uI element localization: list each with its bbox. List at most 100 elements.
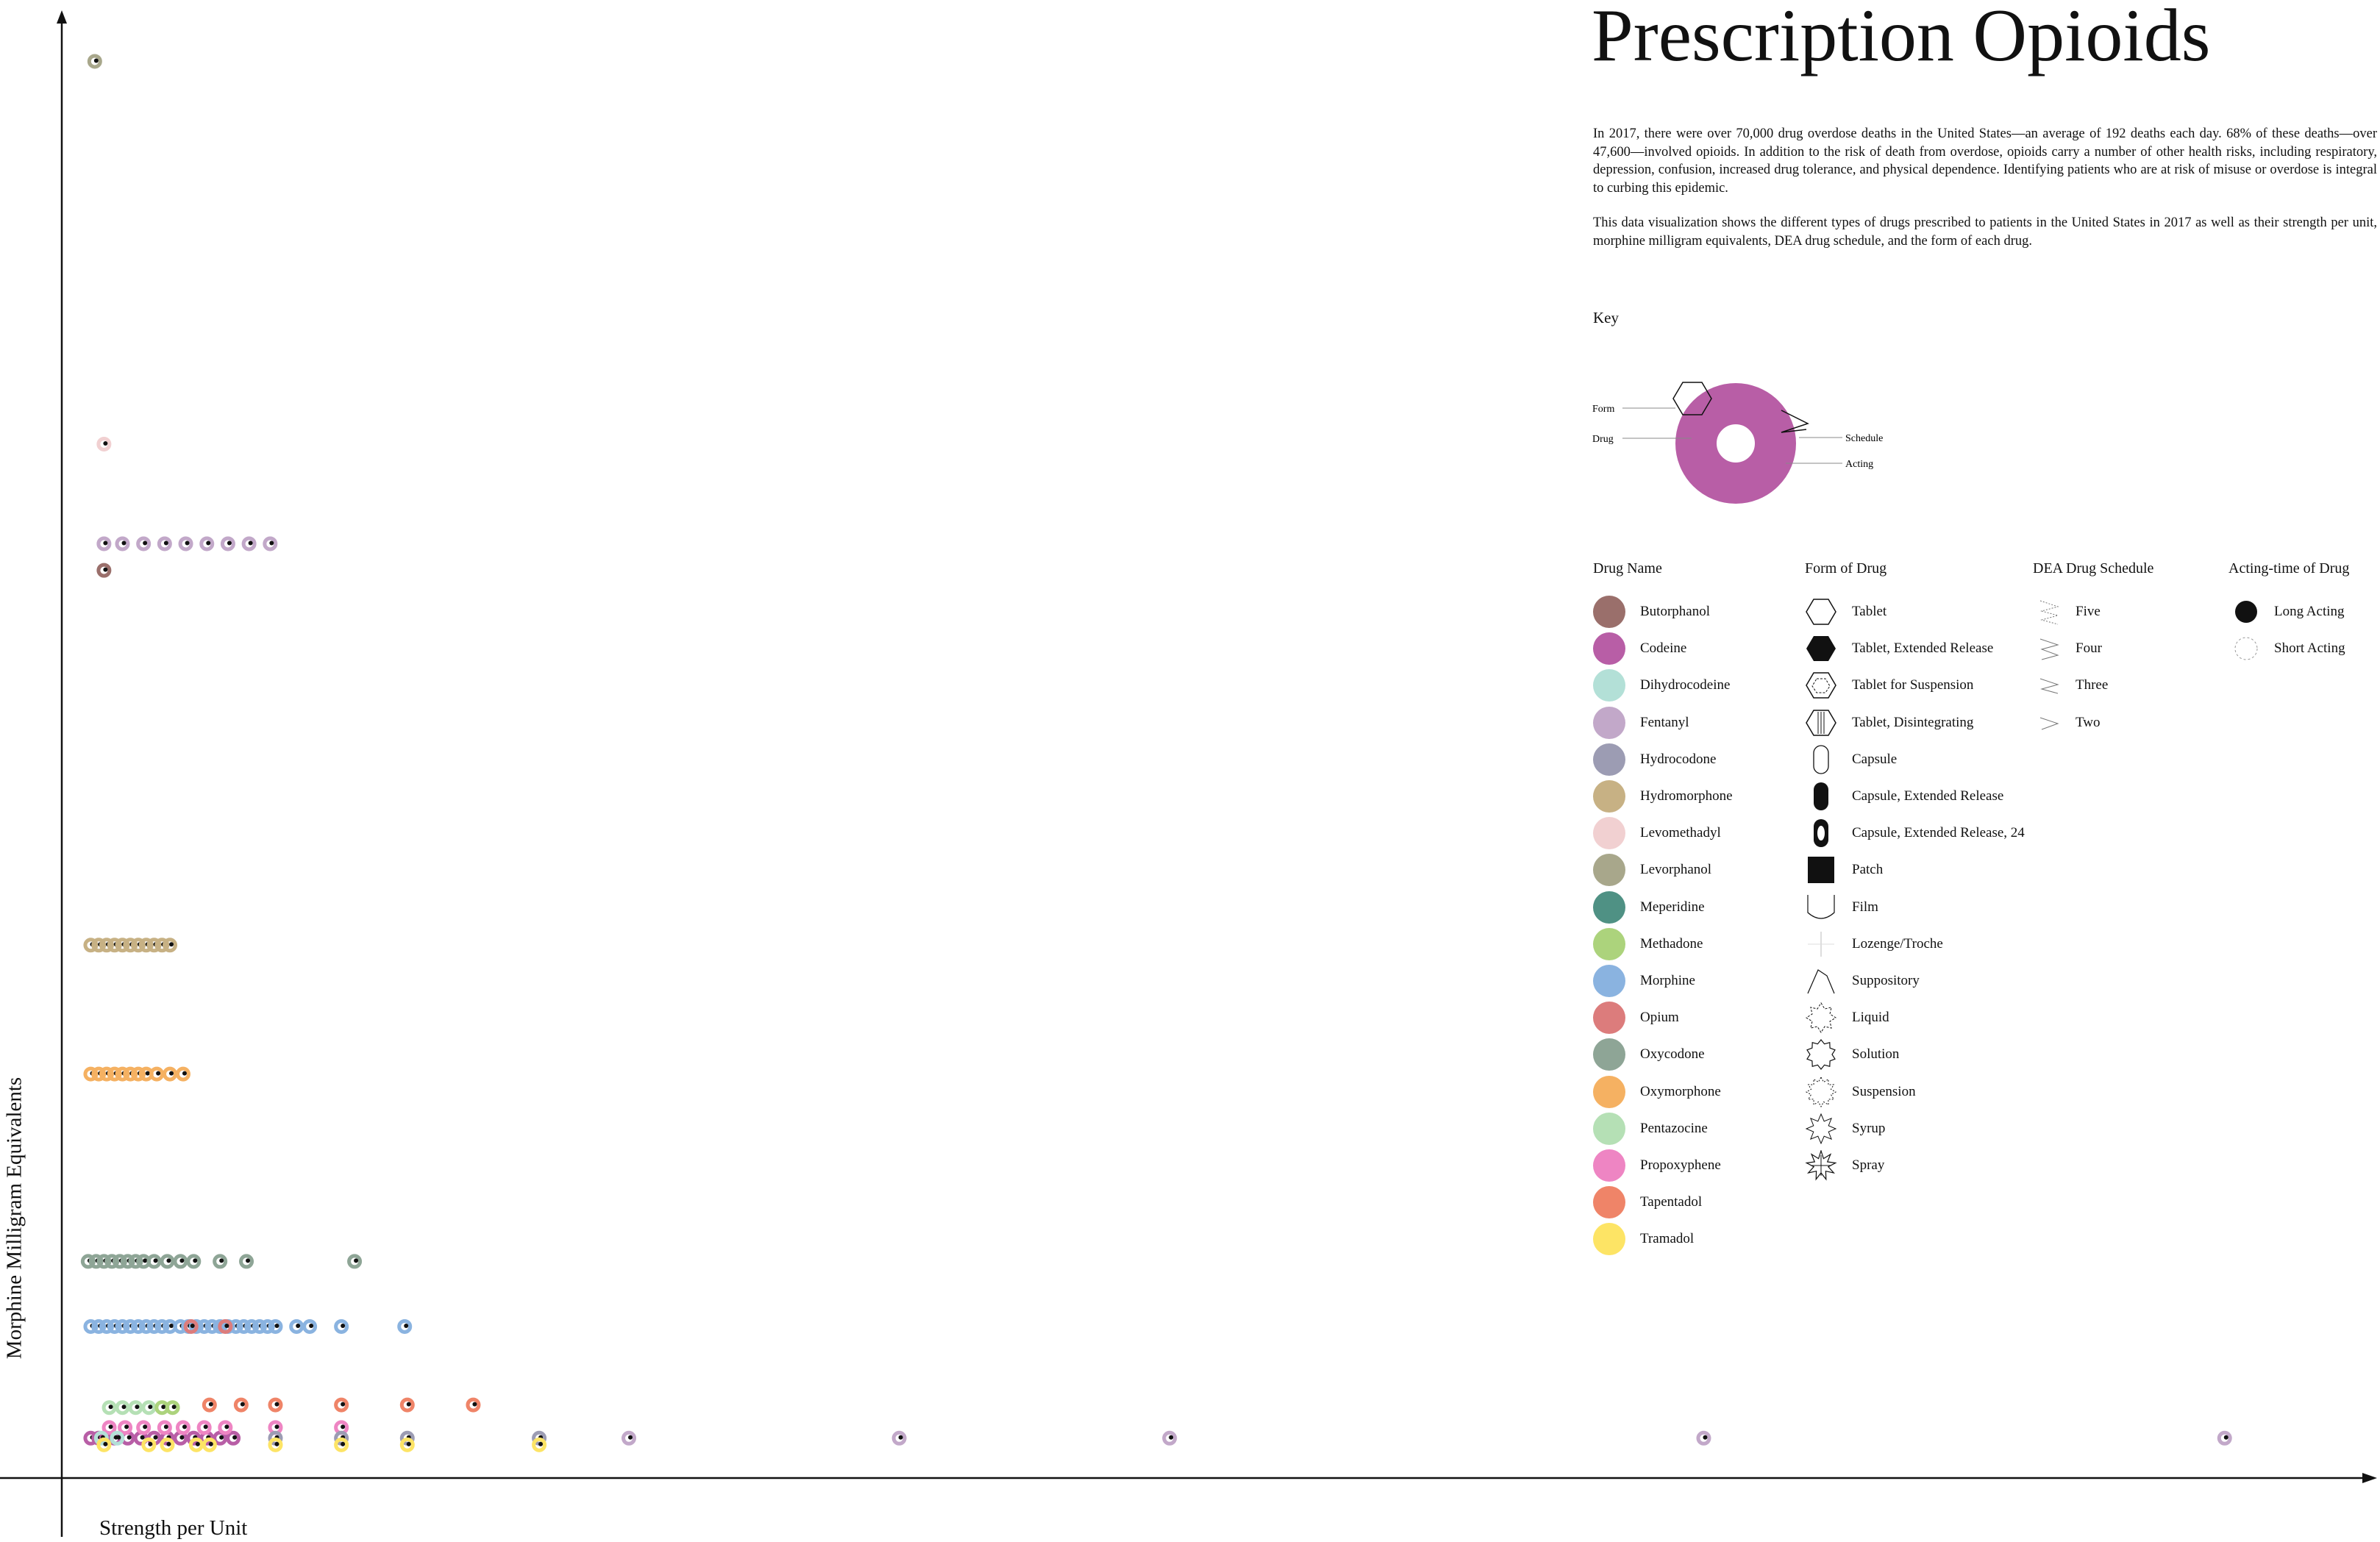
drug-swatch-propoxyphene xyxy=(1593,1149,1625,1182)
legend-form-13: Suspension xyxy=(1805,1076,1916,1107)
data-point-tapentadol-0 xyxy=(202,1397,217,1413)
legend-form-0: Tablet xyxy=(1805,597,1886,627)
data-point-propoxyphene-4 xyxy=(175,1420,190,1435)
legend-drug-tapentadol-label: Tapentadol xyxy=(1640,1194,1703,1210)
data-point-oxycodone-11 xyxy=(186,1254,202,1269)
legend-schedule-two: Two xyxy=(2037,708,2101,738)
legend-schedule-five-label: Five xyxy=(2076,604,2101,619)
film-icon xyxy=(1807,894,1835,919)
legend-acting-0: Long Acting xyxy=(2233,597,2345,627)
data-point-oxycodone-9 xyxy=(160,1254,175,1269)
legend-form-8: Film xyxy=(1805,893,1878,922)
data-point-butorphanol-0 xyxy=(96,563,112,578)
suppository-icon xyxy=(1807,969,1835,994)
legend-drug-morphine: Morphine xyxy=(1593,965,1695,997)
drug-swatch-levomethadyl xyxy=(1593,817,1625,850)
data-point-propoxyphene-2 xyxy=(136,1420,152,1435)
legend-acting-header: Acting-time of Drug xyxy=(2228,560,2350,577)
data-point-fentanyl-9 xyxy=(621,1430,637,1446)
legend-drug-oxymorphone: Oxymorphone xyxy=(1593,1075,1721,1108)
y-axis-arrow xyxy=(57,10,67,24)
legend-form-10-label: Suppository xyxy=(1852,973,1920,988)
data-point-oxymorphone-8 xyxy=(149,1066,165,1082)
legend-form-5: Capsule, Extended Release xyxy=(1805,782,2003,811)
x-axis-label: Strength per Unit xyxy=(99,1516,248,1540)
data-point-fentanyl-4 xyxy=(178,536,193,552)
data-point-pentazocine-0 xyxy=(101,1400,117,1416)
drug-swatch-opium xyxy=(1593,1002,1625,1035)
data-point-pentazocine-3 xyxy=(141,1400,157,1416)
legend-drug-meperidine-label: Meperidine xyxy=(1640,899,1705,915)
capsule-filled-icon xyxy=(1814,782,1828,810)
data-point-tramadol-6 xyxy=(334,1437,349,1452)
hexagon-outline-icon xyxy=(1672,382,1712,415)
legend-drug-opium-label: Opium xyxy=(1640,1010,1679,1026)
legend-form-15-label: Spray xyxy=(1852,1157,1885,1173)
star-suspension-icon xyxy=(1805,1076,1837,1107)
legend-drug-oxymorphone-label: Oxymorphone xyxy=(1640,1083,1721,1099)
legend-acting-0-label: Long Acting xyxy=(2274,604,2345,619)
zigzag-four-icon xyxy=(2039,638,2059,660)
data-point-tapentadol-3 xyxy=(334,1397,349,1413)
legend-drug-propoxyphene: Propoxyphene xyxy=(1593,1149,1721,1182)
legend-drug-oxycodone-label: Oxycodone xyxy=(1640,1046,1705,1063)
chevron-two-icon xyxy=(2039,717,2059,730)
legend-drug-butorphanol-label: Butorphanol xyxy=(1640,604,1710,619)
data-point-oxycodone-10 xyxy=(173,1254,188,1269)
legend-form-1-label: Tablet, Extended Release xyxy=(1852,640,1994,657)
legend-form-0-label: Tablet xyxy=(1852,604,1887,619)
legend-form-12-label: Solution xyxy=(1852,1046,1900,1063)
data-point-tramadol-4 xyxy=(202,1437,217,1452)
data-point-morphine-27 xyxy=(397,1318,413,1334)
legend-drug-pentazocine: Pentazocine xyxy=(1593,1112,1708,1145)
intro-paragraph-2: This data visualization shows the differ… xyxy=(1593,215,2377,249)
legend-drug-dihydrocodeine: Dihydrocodeine xyxy=(1593,669,1731,702)
legend-drug-hydromorphone: Hydromorphone xyxy=(1593,780,1733,813)
data-point-oxycodone-13 xyxy=(239,1254,254,1269)
data-point-fentanyl-13 xyxy=(2217,1430,2232,1446)
legend-schedule-three-label: Three xyxy=(2076,677,2109,693)
axes xyxy=(0,10,2377,1537)
data-point-methadone-1 xyxy=(165,1400,180,1416)
legend-drug-dihydrocodeine-label: Dihydrocodeine xyxy=(1640,677,1731,693)
key-drug-label: Drug xyxy=(1592,434,1614,445)
legend-schedule-five: Five xyxy=(2037,597,2101,627)
data-point-fentanyl-1 xyxy=(115,536,130,552)
legend-schedule-header: DEA Drug Schedule xyxy=(2033,560,2154,577)
data-point-tapentadol-1 xyxy=(233,1397,249,1413)
legend-drug-tapentadol: Tapentadol xyxy=(1593,1186,1703,1219)
data-point-morphine-26 xyxy=(334,1318,349,1334)
data-point-fentanyl-11 xyxy=(1162,1430,1177,1446)
dashed-circle-icon xyxy=(2234,637,2258,660)
drug-swatch-tapentadol xyxy=(1593,1186,1625,1219)
data-point-tramadol-1 xyxy=(141,1437,157,1452)
data-point-propoxyphene-6 xyxy=(218,1420,233,1435)
data-point-hydromorphone-10 xyxy=(163,938,178,953)
filled-circle-icon xyxy=(2235,601,2257,623)
y-axis-label: Morphine Milligram Equivalents xyxy=(2,1077,26,1360)
chevron-schedule-icon xyxy=(1781,410,1809,433)
legend-drug-butorphanol: Butorphanol xyxy=(1593,596,1710,628)
legend-schedule-three: Three xyxy=(2037,671,2108,700)
legend-drug-methadone-label: Methadone xyxy=(1640,935,1703,952)
star-liquid-icon xyxy=(1806,1002,1836,1034)
key-drug-disc xyxy=(1675,383,1796,504)
drug-swatch-meperidine xyxy=(1593,890,1625,924)
legend-form-11-label: Liquid xyxy=(1852,1010,1889,1026)
key-form-label: Form xyxy=(1592,404,1614,415)
data-point-tapentadol-5 xyxy=(466,1397,481,1413)
legend-form-12: Solution xyxy=(1805,1039,1900,1071)
legend-form-4-label: Capsule xyxy=(1852,751,1898,767)
drug-swatch-oxycodone xyxy=(1593,1038,1625,1071)
data-point-codeine-12 xyxy=(226,1430,241,1446)
legend-form-14-label: Syrup xyxy=(1852,1120,1886,1136)
legend-form-5-label: Capsule, Extended Release xyxy=(1852,788,2004,804)
legend-form-14: Syrup xyxy=(1805,1113,1886,1144)
intro-paragraph-1: In 2017, there were over 70,000 drug ove… xyxy=(1593,126,2377,196)
legend-drug-tramadol: Tramadol xyxy=(1593,1223,1694,1256)
legend-drug-hydromorphone-label: Hydromorphone xyxy=(1640,788,1733,804)
data-point-dihydrocodeine-1 xyxy=(110,1430,125,1446)
data-point-tramadol-0 xyxy=(96,1437,112,1452)
key-title: Key xyxy=(1593,309,1619,326)
page-title: Prescription Opioids xyxy=(1592,0,2211,77)
